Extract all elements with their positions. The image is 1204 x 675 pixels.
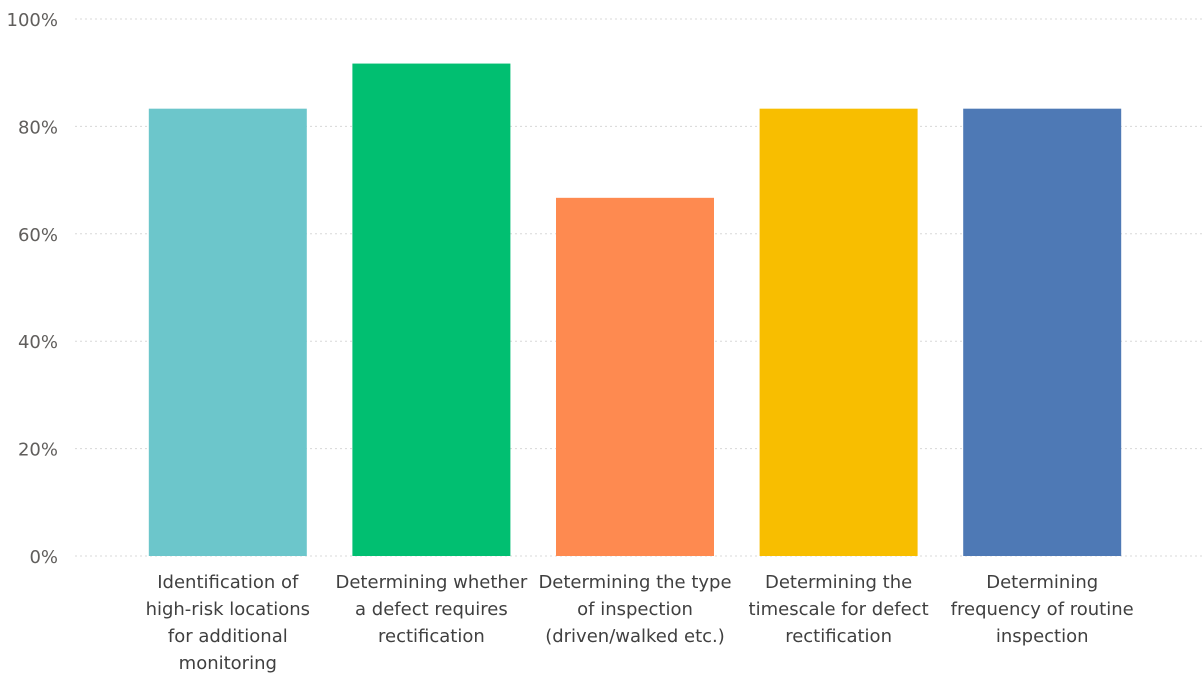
x-tick-label: Determining whether a defect requires rect… <box>336 572 528 647</box>
y-tick-label: 40% <box>18 332 58 353</box>
y-tick-label: 80% <box>18 117 58 138</box>
y-tick-label: 100% <box>7 10 58 31</box>
bar[interactable] <box>148 108 307 556</box>
y-axis-tick-labels: 0% 20% 40% 60% 80% 100% <box>7 10 58 568</box>
bar[interactable] <box>556 197 714 557</box>
bar[interactable] <box>759 108 918 556</box>
x-tick-label: Determining the type of inspection (driven… <box>538 572 731 647</box>
y-tick-label: 0% <box>29 547 58 568</box>
bar[interactable] <box>352 63 511 557</box>
bar[interactable] <box>963 108 1122 556</box>
y-tick-label: 60% <box>18 225 58 246</box>
x-tick-label: Determining the timescale for defect recti… <box>749 572 929 647</box>
x-tick-label: Determining frequency of routine inspectio… <box>951 572 1134 647</box>
x-axis-category-labels: Identification of high-risk locations for … <box>146 572 1134 674</box>
x-tick-label: Identification of high-risk locations for … <box>146 572 310 674</box>
bars <box>148 63 1122 557</box>
y-tick-label: 20% <box>18 440 58 461</box>
